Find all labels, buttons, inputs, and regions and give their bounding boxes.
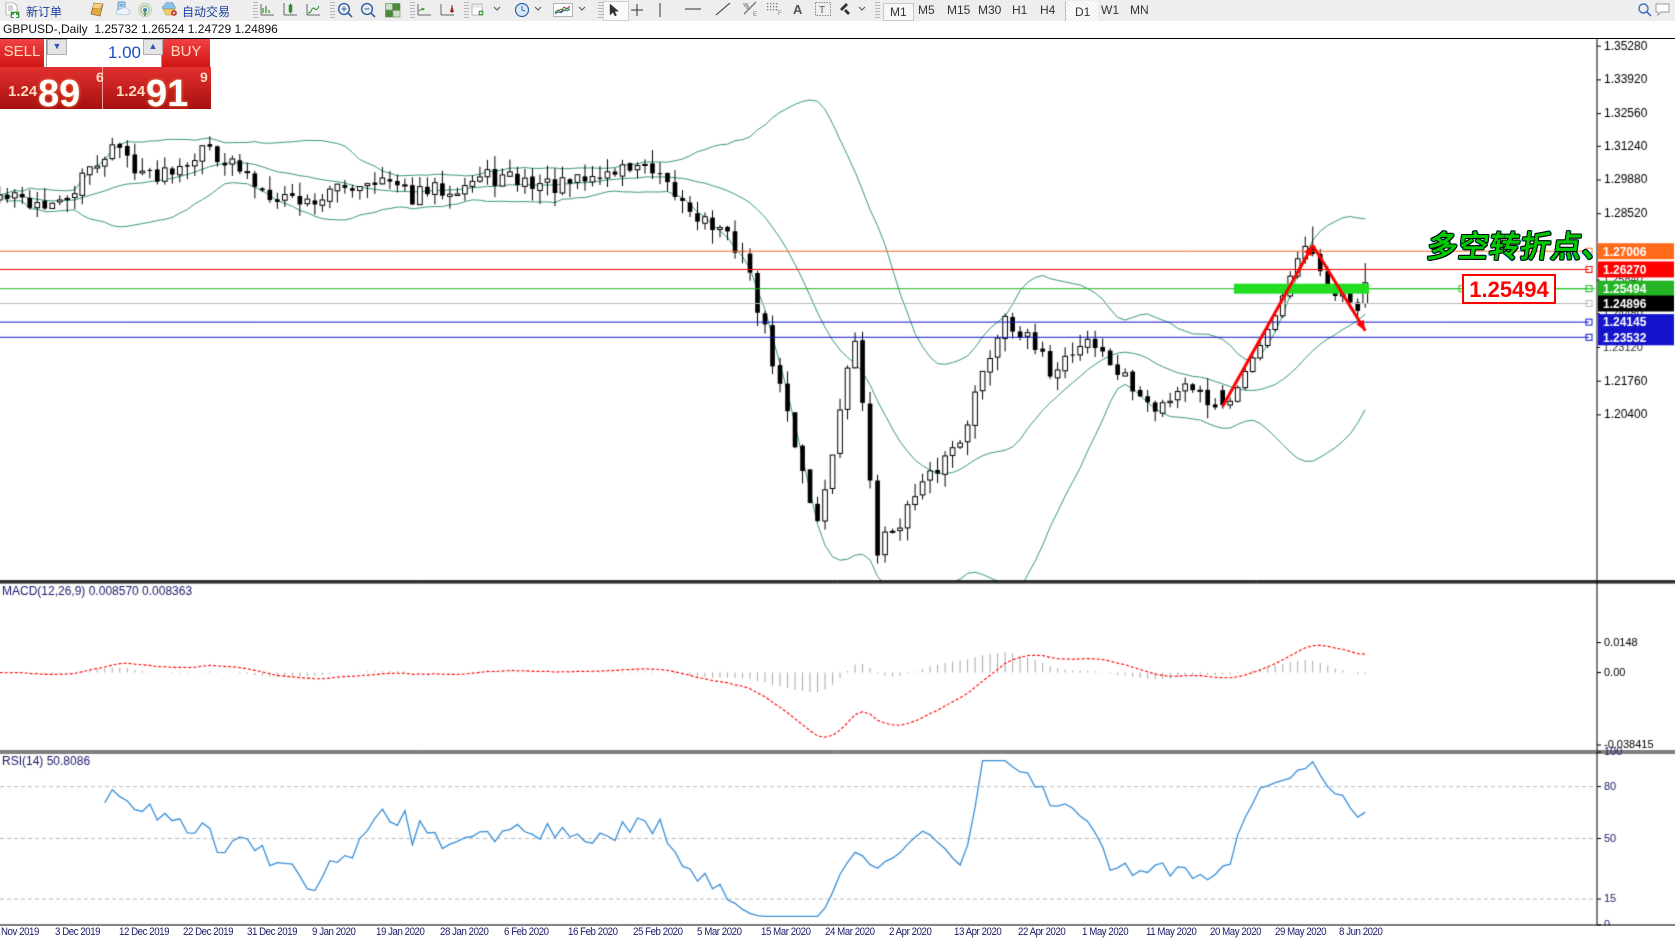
svg-text:T: T (819, 5, 825, 16)
svg-text:E: E (753, 12, 757, 17)
svg-text:F: F (778, 11, 782, 15)
